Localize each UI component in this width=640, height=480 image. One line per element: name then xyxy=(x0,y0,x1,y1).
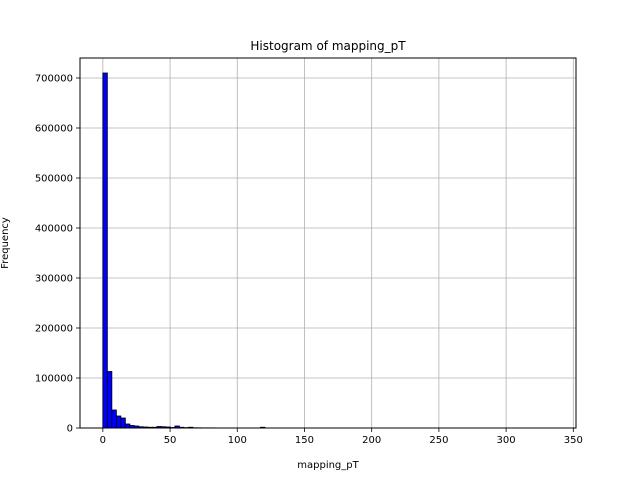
histogram-bar xyxy=(102,72,108,429)
y-tick-label: 0 xyxy=(67,424,73,435)
x-axis-label: mapping_pT xyxy=(297,460,359,471)
x-tick-label: 100 xyxy=(228,435,247,446)
y-tick-label: 700000 xyxy=(35,74,73,85)
x-axis-ticks: 0 50 100 150 200 250 300 350 xyxy=(100,428,583,446)
y-axis-ticks: 0 100000 200000 300000 400000 500000 600000 700… xyxy=(35,74,80,435)
histogram-bar xyxy=(124,423,131,429)
histogram-bar xyxy=(115,415,122,429)
x-tick-label: 200 xyxy=(362,435,381,446)
x-tick-label: 250 xyxy=(429,435,448,446)
grid-lines xyxy=(80,58,576,429)
y-tick-label: 400000 xyxy=(35,224,73,235)
chart-title: Histogram of mapping_pT xyxy=(250,39,406,53)
y-tick-label: 600000 xyxy=(35,124,73,135)
y-tick-label: 100000 xyxy=(35,374,73,385)
plot-frame xyxy=(79,57,577,429)
histogram-bar xyxy=(106,371,113,429)
y-tick-label: 300000 xyxy=(35,274,73,285)
y-axis-label: Frequency xyxy=(0,217,11,269)
x-tick-label: 300 xyxy=(497,435,516,446)
x-tick-label: 50 xyxy=(164,435,177,446)
x-tick-label: 350 xyxy=(564,435,583,446)
histogram-bar xyxy=(111,409,117,429)
y-tick-label: 200000 xyxy=(35,324,73,335)
x-tick-label: 0 xyxy=(100,435,106,446)
histogram-bar xyxy=(120,417,126,429)
x-tick-label: 150 xyxy=(295,435,314,446)
y-tick-label: 500000 xyxy=(35,174,73,185)
